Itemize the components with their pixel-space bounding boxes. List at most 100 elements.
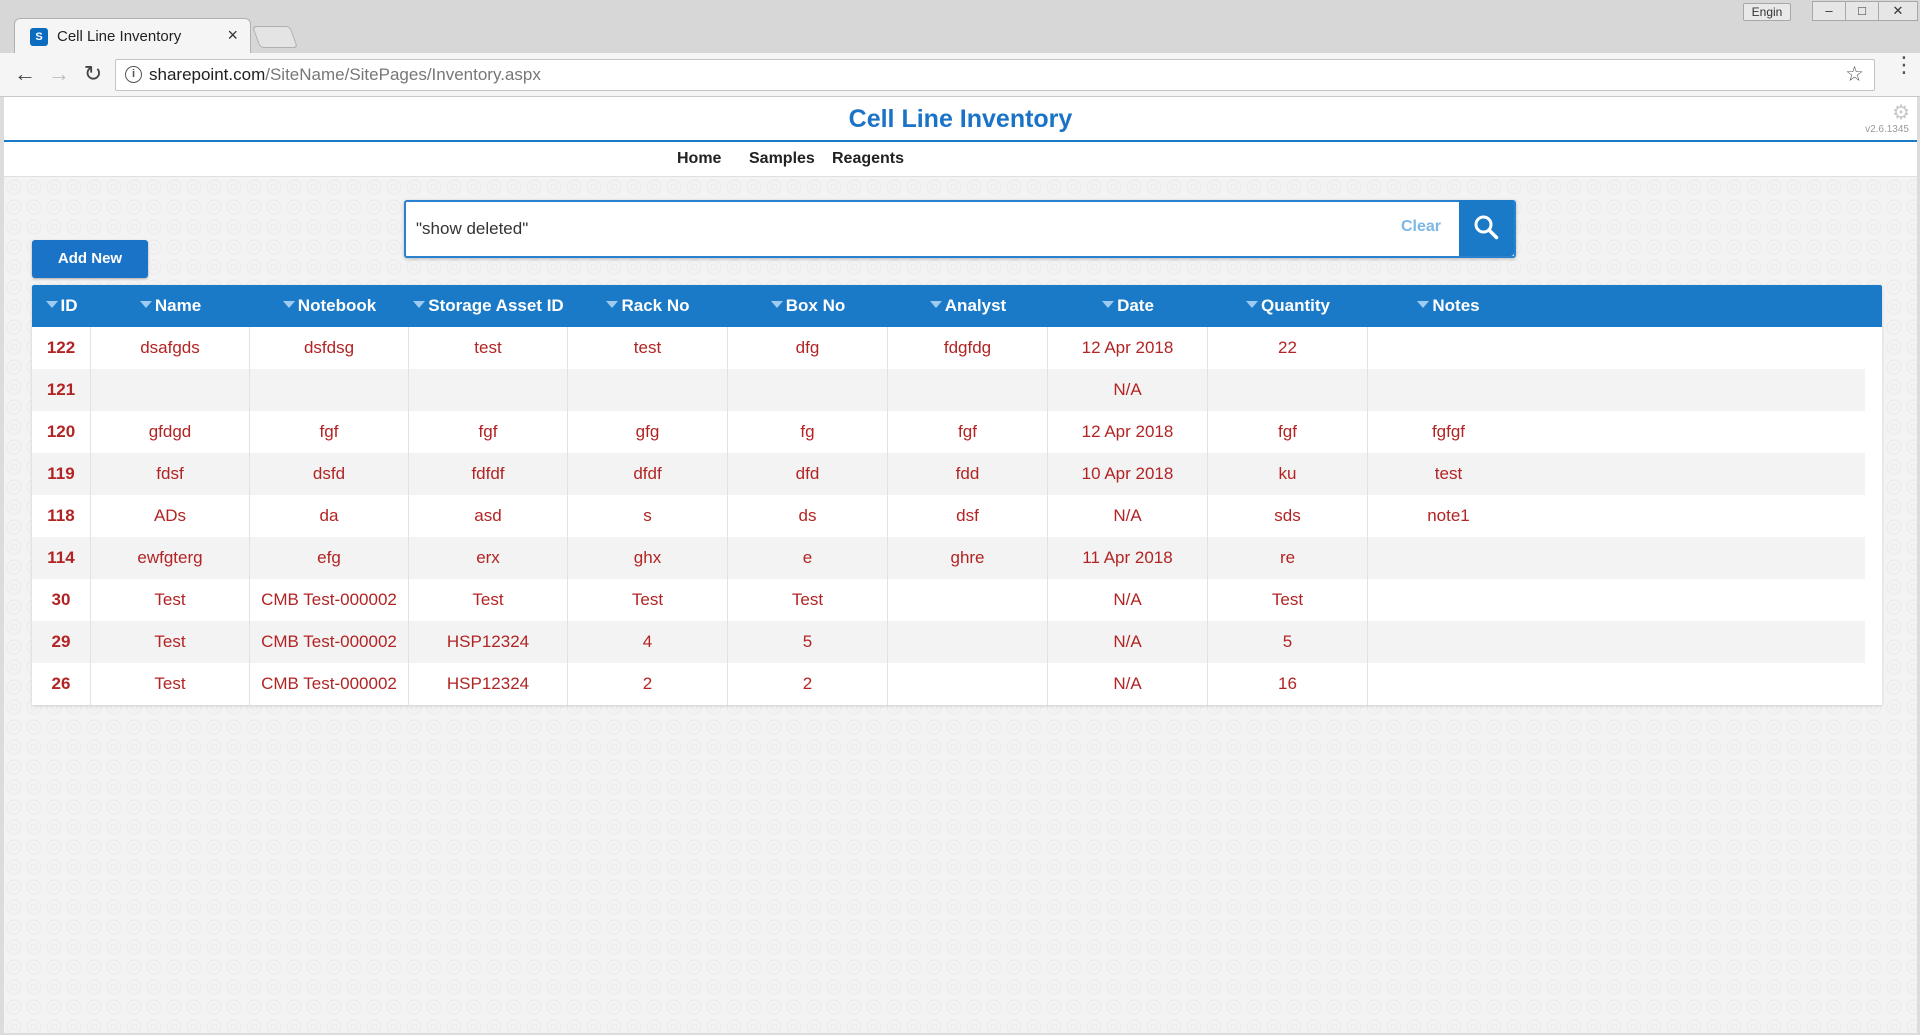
- nav-samples[interactable]: Samples: [749, 150, 815, 167]
- add-new-button[interactable]: Add New: [32, 240, 148, 278]
- nav-home[interactable]: Home: [677, 150, 722, 167]
- cell-box-no: [728, 369, 888, 411]
- cell-rack-no: ghx: [568, 537, 728, 579]
- filter-icon[interactable]: [929, 301, 942, 309]
- clear-button[interactable]: Clear: [1401, 218, 1442, 235]
- column-header-notebook[interactable]: Notebook: [250, 285, 409, 327]
- table-row[interactable]: 119 fdsf dsfd fdfdf dfdf dfd fdd 10 Apr 2018 ku t…: [32, 453, 1865, 495]
- cell-storage-asset-id: asd: [409, 495, 568, 537]
- filter-icon[interactable]: [282, 301, 295, 309]
- cell-name: Test: [91, 579, 250, 621]
- search-button[interactable]: [1459, 200, 1514, 256]
- cell-notebook: fgf: [250, 411, 409, 453]
- column-header-quantity[interactable]: Quantity: [1208, 285, 1368, 327]
- table-row[interactable]: 29 Test CMB Test-000002 HSP12324 4 5 N/A 5: [32, 621, 1865, 663]
- forward-arrow-icon[interactable]: →: [48, 61, 70, 86]
- column-label: Notes: [1432, 296, 1480, 315]
- filter-icon[interactable]: [1417, 301, 1430, 309]
- cell-id[interactable]: 26: [32, 663, 91, 705]
- cell-box-no: Test: [728, 579, 888, 621]
- cell-id[interactable]: 122: [32, 327, 91, 369]
- cell-id[interactable]: 118: [32, 495, 91, 537]
- minimize-button[interactable]: –: [1812, 1, 1846, 21]
- column-header-name[interactable]: Name: [91, 285, 250, 327]
- browser-titlebar: S Cell Line Inventory × Engin – □ ✕: [0, 0, 1920, 55]
- cell-storage-asset-id: HSP12324: [409, 621, 568, 663]
- cell-rack-no: [568, 369, 728, 411]
- column-label: Notebook: [297, 296, 377, 315]
- version-label: v2.6.1345: [1865, 124, 1909, 135]
- url-text[interactable]: sharepoint.com/SiteName/SitePages/Invent…: [149, 65, 541, 85]
- cell-box-no: e: [728, 537, 888, 579]
- table-row[interactable]: 26 Test CMB Test-000002 HSP12324 2 2 N/A 16: [32, 663, 1865, 705]
- window-close-button[interactable]: ✕: [1878, 1, 1918, 21]
- browser-menu-icon[interactable]: ⋮: [1893, 52, 1915, 77]
- filter-icon[interactable]: [606, 301, 619, 309]
- column-header-id[interactable]: ID: [32, 285, 91, 327]
- cell-id[interactable]: 30: [32, 579, 91, 621]
- column-label: Rack No: [621, 296, 690, 315]
- column-header-box-no[interactable]: Box No: [728, 285, 888, 327]
- filter-icon[interactable]: [770, 301, 783, 309]
- column-header-date[interactable]: Date: [1048, 285, 1208, 327]
- table-row[interactable]: 121 N/A: [32, 369, 1865, 411]
- cell-notes: [1368, 621, 1529, 663]
- table-row[interactable]: 114 ewfgterg efg erx ghx e ghre 11 Apr 2018 re: [32, 537, 1865, 579]
- filter-icon[interactable]: [413, 301, 426, 309]
- nav-reagents[interactable]: Reagents: [832, 150, 905, 167]
- filter-icon[interactable]: [139, 301, 152, 309]
- cell-id[interactable]: 120: [32, 411, 91, 453]
- filter-icon[interactable]: [1246, 301, 1259, 309]
- cell-storage-asset-id: erx: [409, 537, 568, 579]
- cell-name: Test: [91, 663, 250, 705]
- url-path: /SiteName/SitePages/Inventory.aspx: [265, 65, 541, 84]
- column-header-storage-asset-id[interactable]: Storage Asset ID: [409, 285, 568, 327]
- cell-analyst: [888, 369, 1048, 411]
- cell-name: dsafgds: [91, 327, 250, 369]
- gear-icon[interactable]: ⚙: [1892, 102, 1910, 124]
- search-input[interactable]: [414, 215, 1318, 243]
- filter-icon[interactable]: [1102, 301, 1115, 309]
- info-icon[interactable]: i: [125, 66, 142, 83]
- bookmark-star-icon[interactable]: ☆: [1845, 63, 1864, 86]
- table-row[interactable]: 122 dsafgds dsfdsg test test dfg fdgfdg 12 Apr …: [32, 327, 1865, 369]
- cell-analyst: fgf: [888, 411, 1048, 453]
- table-row[interactable]: 30 Test CMB Test-000002 Test Test Test N/A Test: [32, 579, 1865, 621]
- cell-box-no: ds: [728, 495, 888, 537]
- column-header-rack-no[interactable]: Rack No: [568, 285, 728, 327]
- cell-box-no: 2: [728, 663, 888, 705]
- cell-storage-asset-id: fgf: [409, 411, 568, 453]
- maximize-button[interactable]: □: [1845, 1, 1879, 21]
- cell-storage-asset-id: test: [409, 327, 568, 369]
- table-row[interactable]: 118 ADs da asd s ds dsf N/A sds note1: [32, 495, 1865, 537]
- cell-id[interactable]: 29: [32, 621, 91, 663]
- cell-id[interactable]: 114: [32, 537, 91, 579]
- new-tab-button[interactable]: [251, 26, 299, 48]
- column-header-analyst[interactable]: Analyst: [888, 285, 1048, 327]
- browser-tab[interactable]: S Cell Line Inventory ×: [14, 18, 251, 55]
- column-label: ID: [60, 296, 78, 315]
- back-arrow-icon[interactable]: ←: [14, 61, 36, 86]
- table-row[interactable]: 120 gfdgd fgf fgf gfg fg fgf 12 Apr 2018 fgf fgfg…: [32, 411, 1865, 453]
- page-title: Cell Line Inventory: [848, 105, 1073, 133]
- cell-date: 12 Apr 2018: [1048, 327, 1208, 369]
- cell-id[interactable]: 119: [32, 453, 91, 495]
- cell-id[interactable]: 121: [32, 369, 91, 411]
- cell-analyst: ghre: [888, 537, 1048, 579]
- cell-name: gfdgd: [91, 411, 250, 453]
- cell-notes: [1368, 327, 1529, 369]
- cell-name: [91, 369, 250, 411]
- filter-icon[interactable]: [45, 301, 58, 309]
- cell-name: ewfgterg: [91, 537, 250, 579]
- column-label: Quantity: [1261, 296, 1330, 315]
- cell-quantity: [1208, 369, 1368, 411]
- profile-button[interactable]: Engin: [1743, 3, 1791, 21]
- tab-close-icon[interactable]: ×: [227, 25, 238, 45]
- address-bar[interactable]: i sharepoint.com/SiteName/SitePages/Inve…: [115, 59, 1875, 91]
- cell-notes: [1368, 537, 1529, 579]
- reload-icon[interactable]: ↻: [83, 61, 103, 86]
- tab-title: Cell Line Inventory: [57, 28, 182, 45]
- cell-date: 11 Apr 2018: [1048, 537, 1208, 579]
- column-label: Box No: [785, 296, 846, 315]
- column-header-notes[interactable]: Notes: [1368, 285, 1529, 327]
